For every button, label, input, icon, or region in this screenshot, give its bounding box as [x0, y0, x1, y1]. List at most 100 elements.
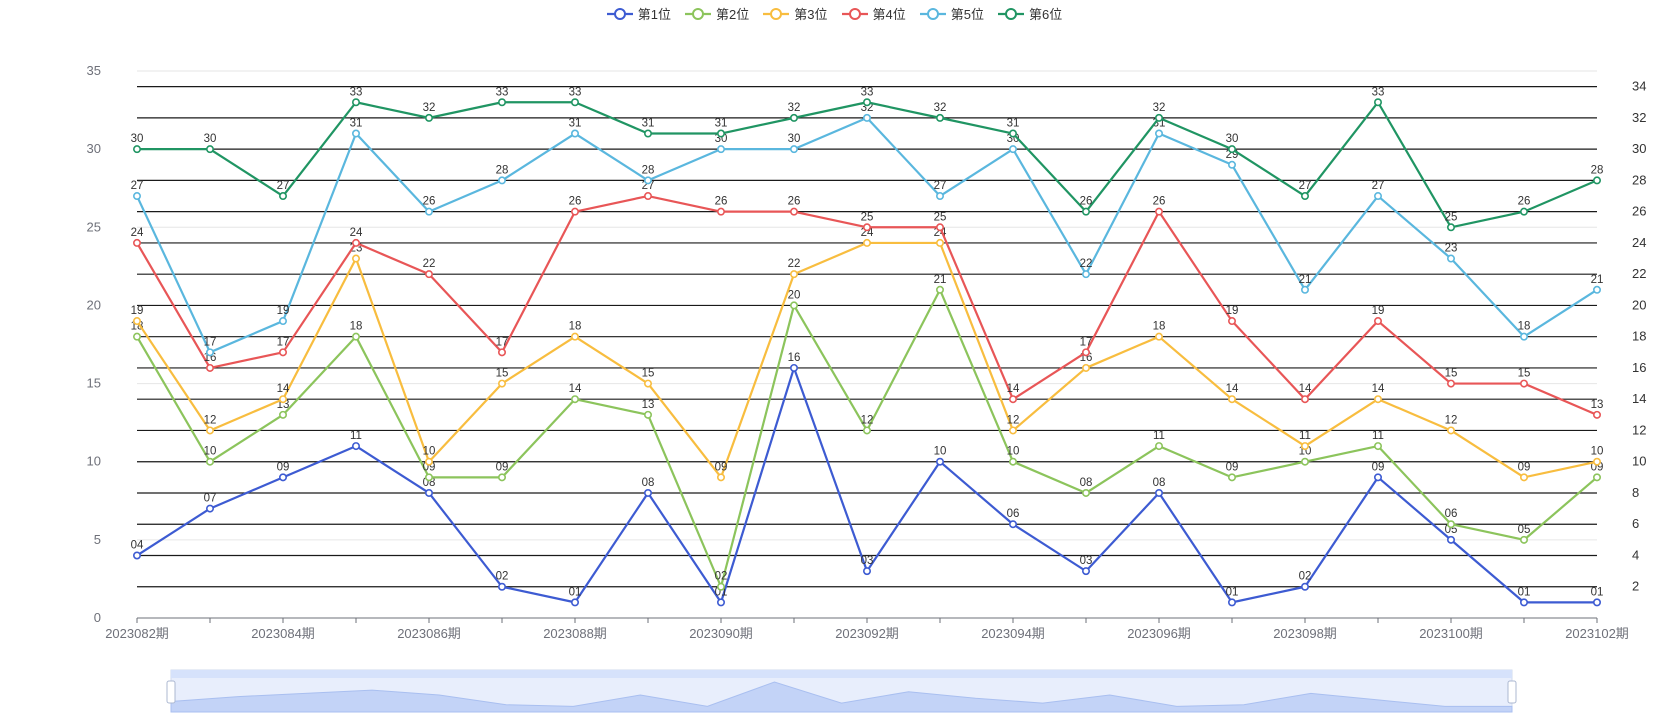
data-point	[1447, 426, 1456, 435]
data-point	[278, 395, 287, 404]
data-label: 02	[496, 571, 509, 583]
right-y-tick-label: 6	[1632, 516, 1639, 531]
data-point	[1447, 520, 1456, 529]
legend-item-2[interactable]: 第2位	[685, 4, 749, 23]
zoom-handle-left[interactable]	[166, 680, 176, 704]
y-tick-label: 0	[94, 610, 101, 625]
data-point	[862, 113, 871, 122]
data-point	[1374, 192, 1383, 201]
data-point	[1008, 395, 1017, 404]
right-y-tick-label: 2	[1632, 579, 1639, 594]
data-point	[570, 129, 579, 138]
data-point	[206, 426, 215, 435]
data-label: 08	[1080, 477, 1093, 489]
data-point	[570, 395, 579, 404]
data-label: 31	[350, 118, 363, 130]
data-label: 24	[861, 227, 874, 239]
data-label: 13	[277, 399, 290, 411]
legend-item-4[interactable]: 第4位	[841, 4, 906, 23]
data-label: 20	[788, 289, 801, 301]
data-label: 30	[1226, 133, 1239, 145]
y-tick-label: 10	[87, 454, 101, 469]
legend-line-marker-icon	[685, 7, 712, 20]
legend-label: 第3位	[794, 7, 828, 22]
data-point	[935, 113, 944, 122]
data-label: 27	[642, 180, 655, 192]
data-point	[1374, 317, 1383, 326]
data-label: 18	[1153, 321, 1166, 333]
data-label: 28	[496, 164, 509, 176]
data-point	[1082, 488, 1091, 497]
data-label: 31	[642, 118, 655, 130]
zoom-slider-preview	[170, 681, 1513, 713]
data-label: 24	[350, 227, 363, 239]
data-label: 11	[1153, 430, 1165, 442]
right-y-tick-label: 14	[1632, 391, 1646, 406]
data-point	[497, 348, 506, 357]
data-point	[1155, 207, 1164, 216]
x-tick-label: 2023098期	[1273, 626, 1337, 641]
data-label: 26	[1080, 196, 1093, 208]
data-point	[1374, 442, 1383, 451]
x-tick-label: 2023082期	[105, 626, 169, 641]
data-label: 33	[1372, 86, 1385, 98]
right-y-tick-label: 26	[1632, 204, 1646, 219]
legend-item-1[interactable]: 第1位	[606, 4, 671, 23]
data-label: 25	[861, 211, 874, 223]
data-label: 22	[788, 258, 801, 270]
data-point	[351, 98, 360, 107]
data-point	[716, 129, 725, 138]
legend-label: 第5位	[950, 7, 984, 22]
data-point	[351, 332, 360, 341]
data-label: 06	[1007, 508, 1020, 520]
data-point	[1228, 598, 1237, 607]
legend-line-marker-icon	[841, 7, 868, 20]
data-point	[789, 301, 798, 310]
right-y-tick-label: 8	[1632, 485, 1639, 500]
data-point	[1228, 317, 1237, 326]
data-label: 03	[861, 555, 874, 567]
data-label: 30	[131, 133, 144, 145]
data-label: 22	[423, 258, 436, 270]
legend-item-5[interactable]: 第5位	[919, 4, 984, 23]
data-label: 30	[788, 133, 801, 145]
data-label: 09	[715, 461, 728, 473]
data-label: 19	[1372, 305, 1385, 317]
right-y-tick-label: 10	[1632, 454, 1646, 469]
legend-item-3[interactable]: 第3位	[763, 4, 828, 23]
data-label: 21	[934, 274, 947, 286]
data-point	[1008, 145, 1017, 154]
data-label: 02	[1299, 571, 1312, 583]
legend-item-6[interactable]: 第6位	[997, 4, 1062, 23]
data-label: 09	[1372, 461, 1385, 473]
data-label: 15	[1518, 368, 1531, 380]
zoom-handle-right[interactable]	[1507, 680, 1517, 704]
x-tick-label: 2023090期	[689, 626, 753, 641]
data-label: 14	[1226, 383, 1239, 395]
data-point	[716, 598, 725, 607]
data-point	[1593, 598, 1602, 607]
data-point	[278, 348, 287, 357]
data-label: 25	[1445, 211, 1458, 223]
data-label: 09	[1591, 461, 1604, 473]
data-label: 30	[204, 133, 217, 145]
data-point	[351, 442, 360, 451]
data-point	[1082, 567, 1091, 576]
data-point	[789, 113, 798, 122]
x-tick-label: 2023084期	[251, 626, 315, 641]
data-point	[424, 207, 433, 216]
data-label: 12	[204, 414, 217, 426]
data-label: 18	[350, 321, 363, 333]
data-point	[1593, 176, 1602, 185]
data-point	[716, 582, 725, 591]
data-label: 09	[1518, 461, 1531, 473]
data-point	[1374, 473, 1383, 482]
data-label: 19	[1226, 305, 1239, 317]
data-label: 07	[204, 493, 217, 505]
data-point	[1301, 285, 1310, 294]
data-point	[935, 223, 944, 232]
data-label: 18	[569, 321, 582, 333]
data-label: 17	[1080, 336, 1093, 348]
data-point	[1008, 129, 1017, 138]
data-label: 01	[1518, 586, 1531, 598]
